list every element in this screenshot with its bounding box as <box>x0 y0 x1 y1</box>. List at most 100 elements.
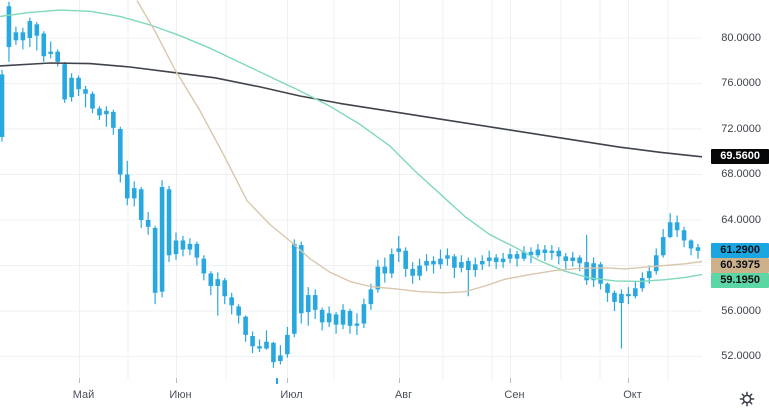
y-axis-label: 68.0000 <box>721 168 761 180</box>
candle-body <box>452 256 457 268</box>
candle-body <box>222 280 228 297</box>
ma-long-black <box>0 62 703 158</box>
candle-body <box>138 189 144 220</box>
candle-body <box>13 32 19 41</box>
y-axis-label: 76.0000 <box>721 77 761 89</box>
candle-body <box>514 254 520 259</box>
candle-body <box>410 268 415 276</box>
candle-body <box>201 258 207 274</box>
candle-body <box>521 251 527 259</box>
candle-body <box>48 51 54 54</box>
candle-body <box>333 314 339 325</box>
candle-body <box>591 263 596 281</box>
candle-body <box>292 243 297 334</box>
candle-body <box>236 306 241 316</box>
candle-body <box>90 93 95 109</box>
ma-mid-price-badge: 59.1950 <box>711 273 769 289</box>
candle-body <box>145 220 151 227</box>
candle-body <box>417 265 422 276</box>
candle-body <box>633 288 638 297</box>
candle-body <box>542 249 548 253</box>
candle-body <box>264 341 269 349</box>
candle-body <box>375 266 381 290</box>
candle-body <box>76 77 81 90</box>
candle-body <box>653 255 659 272</box>
ma-mid-green <box>0 9 703 283</box>
candle-body <box>445 255 450 259</box>
candle-body <box>507 254 513 259</box>
candle-body <box>312 295 318 310</box>
x-axis-label: Май <box>72 389 95 401</box>
candle-body <box>577 257 582 264</box>
candle-body <box>472 264 478 271</box>
candle-body <box>382 266 388 274</box>
settings-button[interactable] <box>736 388 758 410</box>
candle-body <box>62 64 67 100</box>
candle-body <box>34 24 40 36</box>
candle-body <box>159 187 165 292</box>
candle-body <box>528 251 534 256</box>
candle-body <box>424 260 429 266</box>
candle-body <box>459 262 464 268</box>
candle-body <box>570 257 576 261</box>
candle-body <box>20 32 26 41</box>
candle-body <box>479 260 485 265</box>
candle-body <box>626 293 631 297</box>
candle-body <box>549 250 555 253</box>
candle-body <box>250 336 255 347</box>
candle-body <box>180 240 186 250</box>
candle-body <box>688 240 694 249</box>
x-axis-label: Сен <box>504 389 525 401</box>
candle-body <box>326 313 332 323</box>
candle-body <box>486 257 492 261</box>
candle-body <box>229 297 234 306</box>
y-axis-label: 80.0000 <box>721 31 761 44</box>
candle-body <box>619 293 624 304</box>
candle-body <box>278 355 283 362</box>
candle-body <box>361 304 367 324</box>
candle-body <box>660 237 666 256</box>
y-axis-label: 56.0000 <box>721 304 761 317</box>
candle-body <box>605 283 610 293</box>
candle-body <box>173 240 179 255</box>
candle-body <box>695 247 701 251</box>
candle-body <box>305 295 311 313</box>
candle-body <box>194 243 200 258</box>
candle-body <box>208 273 214 286</box>
candle-body <box>493 257 499 263</box>
candle-body <box>166 189 172 256</box>
candle-body <box>271 342 276 363</box>
candle-body <box>0 74 5 137</box>
candle-body <box>187 243 193 250</box>
y-axis-label: 72.0000 <box>721 122 761 135</box>
candle-body <box>389 254 395 274</box>
candle-body <box>438 258 443 265</box>
y-axis-label: 52.0000 <box>721 350 761 362</box>
candle-body <box>556 250 562 257</box>
candle-body <box>104 110 109 115</box>
candle-body <box>215 279 221 286</box>
candle-body <box>41 33 47 57</box>
ma-short-tan <box>136 0 703 294</box>
candle-body <box>6 6 12 48</box>
candle-body <box>466 260 471 271</box>
candle-body <box>340 309 346 325</box>
candle-body <box>243 316 248 335</box>
candle-body <box>500 258 506 263</box>
y-axis-label: 64.0000 <box>721 213 761 226</box>
candle-body <box>396 248 402 252</box>
candle-body <box>667 222 673 238</box>
candle-body <box>257 346 262 349</box>
candle-body <box>118 129 123 175</box>
candle-body <box>83 89 88 94</box>
candle-body <box>535 249 541 256</box>
candle-body <box>285 334 290 355</box>
candle-body <box>640 278 645 289</box>
candle-body <box>124 174 130 199</box>
candle-body <box>584 262 589 281</box>
candle-body <box>298 245 304 314</box>
candle-body <box>681 230 687 241</box>
candle-body <box>368 289 374 305</box>
last-price-badge: 61.2900 <box>711 243 769 259</box>
